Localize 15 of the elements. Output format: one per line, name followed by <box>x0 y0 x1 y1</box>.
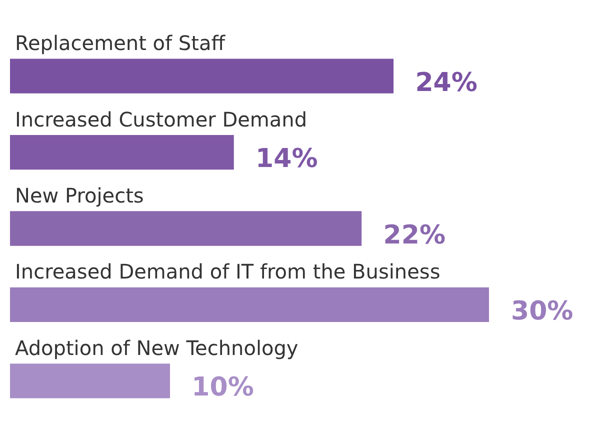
bar <box>10 58 394 94</box>
data-label: 10% <box>192 372 254 403</box>
data-label: 14% <box>256 144 318 174</box>
y-tick-label: Adoption of New Technology <box>15 336 298 360</box>
y-tick-label: Increased Demand of IT from the Business <box>15 260 440 284</box>
data-label: 24% <box>415 68 478 98</box>
y-tick-label: Replacement of Staff <box>15 31 226 56</box>
bar <box>10 134 234 170</box>
bar <box>10 211 362 246</box>
y-tick-label: Increased Customer Demand <box>15 107 308 132</box>
data-label: 30% <box>511 296 574 326</box>
data-label: 22% <box>383 220 446 250</box>
bar <box>10 364 170 398</box>
y-tick-label: New Projects <box>15 184 144 208</box>
bar <box>10 287 489 322</box>
